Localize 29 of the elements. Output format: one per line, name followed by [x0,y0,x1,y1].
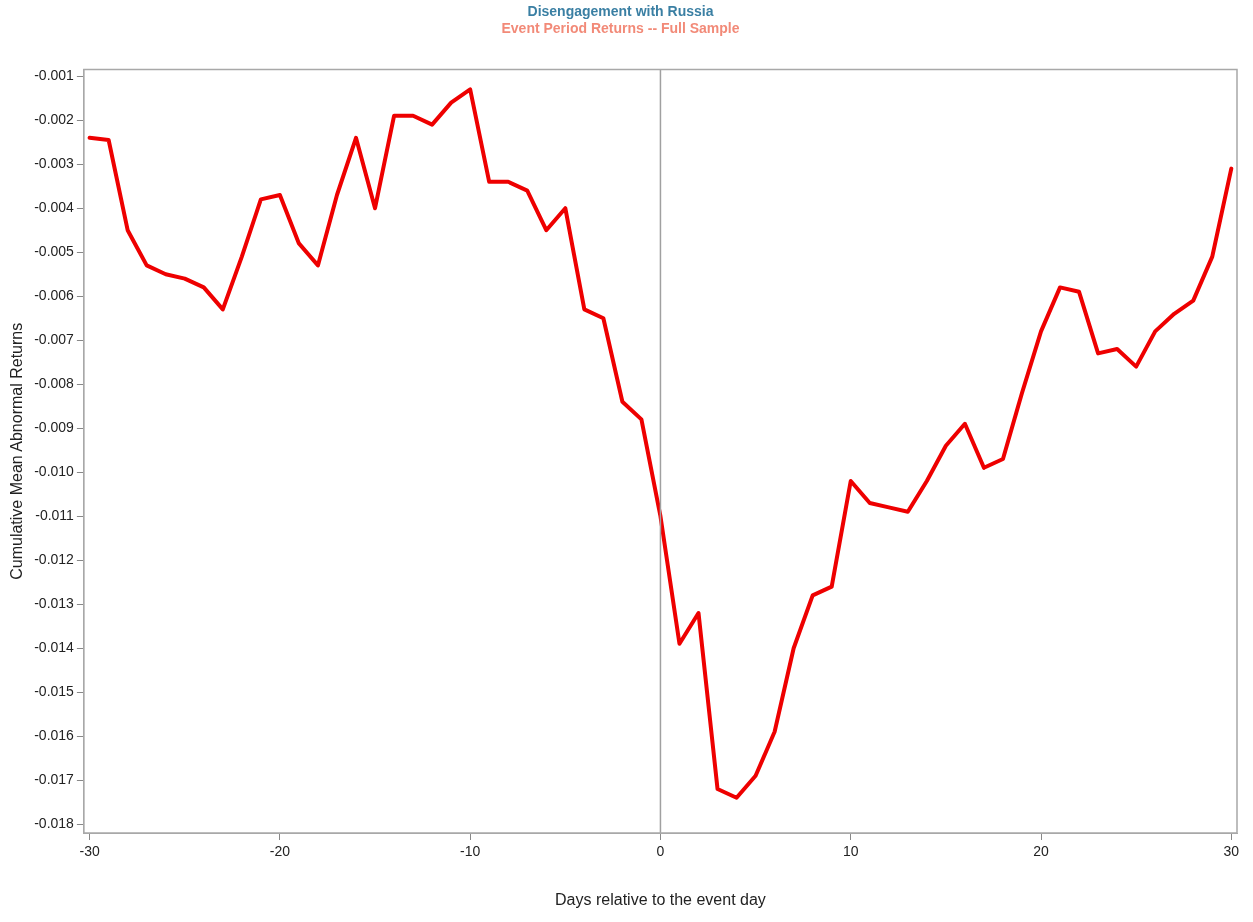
y-tick-label: -0.008 [34,375,75,392]
y-tick-label: -0.012 [34,551,75,568]
x-axis-title: Days relative to the event day [555,890,766,908]
y-tick-label: -0.010 [34,463,75,480]
y-tick-label: -0.005 [34,243,75,260]
chart-subtitle: Event Period Returns -- Full Sample [501,20,740,37]
x-tick-label: 20 [1033,843,1050,860]
x-tick-label: 0 [656,843,665,860]
y-tick-label: -0.014 [34,639,75,656]
y-tick-label: -0.017 [34,771,75,788]
y-tick-label: -0.009 [34,419,75,436]
y-tick-label: -0.013 [34,595,75,612]
x-tick-label: -30 [79,843,100,860]
x-tick-label: 10 [842,843,859,860]
y-tick-label: -0.001 [34,67,75,84]
y-axis-title: Cumulative Mean Abnormal Returns [8,322,26,580]
x-tick-label: 30 [1223,843,1240,860]
y-tick-label: -0.011 [35,507,75,524]
chart-title: Disengagement with Russia [527,3,714,20]
y-tick-label: -0.015 [34,683,75,700]
y-tick-label: -0.004 [34,199,75,216]
y-tick-label: -0.002 [34,111,75,128]
y-tick-label: -0.003 [34,155,75,172]
y-tick-label: -0.007 [34,331,75,348]
x-tick-label: -20 [269,843,291,860]
y-tick-label: -0.006 [34,287,75,304]
y-tick-label: -0.016 [34,727,75,744]
y-tick-label: -0.018 [34,815,75,832]
x-tick-label: -10 [460,843,481,860]
